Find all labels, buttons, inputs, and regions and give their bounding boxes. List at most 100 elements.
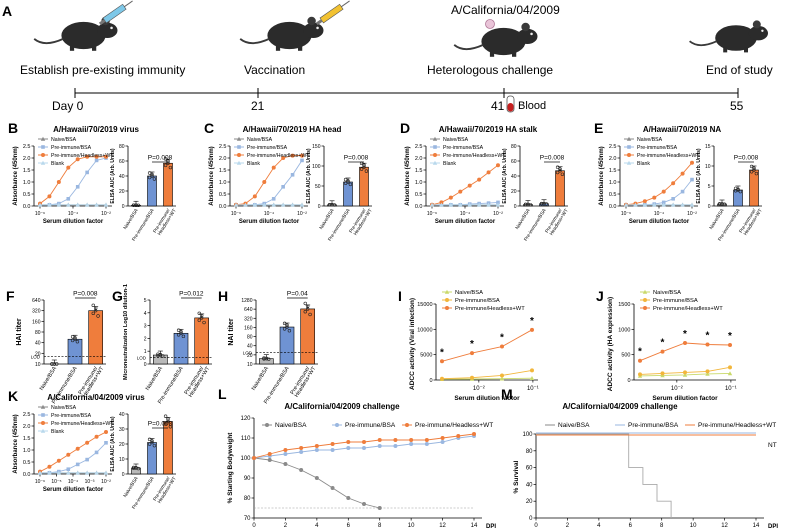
panel-F-ytick-label: 160 bbox=[32, 319, 41, 325]
panel-C-xtick-label: 10⁻⁶ bbox=[231, 211, 241, 217]
panel-B-inset-p-value: P=0.008 bbox=[148, 155, 173, 162]
panel-B-inset-replicate-dot bbox=[152, 177, 157, 181]
panel-J-series-1-point bbox=[638, 372, 642, 377]
panel-B-inset-replicate-dot bbox=[166, 159, 170, 163]
panel-E: E A/Hawaii/70/2019 NA 0.0 0.5 1.0 1.5 2.0 2.5 10… bbox=[594, 120, 764, 242]
mouse-3-icon-tail bbox=[453, 44, 484, 51]
panel-D-series-2-point bbox=[467, 183, 472, 188]
mouse-2-icon-ear bbox=[307, 16, 316, 26]
panel-E-xtick-label: 10⁻⁶ bbox=[621, 211, 631, 217]
panel-F-ytick-label: 10 bbox=[35, 362, 41, 368]
panel-H-replicate-dot bbox=[282, 327, 287, 331]
panel-I-series-0-point bbox=[529, 376, 535, 381]
panel-K-series-1-point bbox=[94, 450, 99, 455]
syringe-vaccination-icon bbox=[315, 0, 350, 26]
panel-L-series-2-point bbox=[393, 438, 398, 442]
timeline-day-0: Day 0 bbox=[52, 99, 84, 113]
mouse-2-icon-leg bbox=[298, 45, 303, 51]
timeline-label-end: End of study bbox=[706, 63, 773, 77]
panel-H-replicate-dot bbox=[267, 357, 271, 361]
panel-M-ylabel: % Survival bbox=[513, 460, 520, 493]
panel-E-ytick-label: 1.5 bbox=[609, 168, 617, 174]
panel-K-inset-replicate-dot bbox=[147, 437, 152, 442]
panel-B-xtick-label: 10⁻² bbox=[101, 211, 111, 217]
panel-C-series-3-point bbox=[262, 202, 267, 207]
panel-E-series-1-point bbox=[690, 177, 694, 182]
panel-G-ytick-label: 1 bbox=[144, 349, 147, 355]
panel-B-series-2-point bbox=[104, 154, 108, 159]
panel-C-legend-marker bbox=[236, 136, 242, 141]
panel-J-series-2-point bbox=[705, 342, 710, 347]
panel-title-K: A/California/04/2009 virus bbox=[47, 393, 145, 402]
panel-D-inset-replicate-dot bbox=[560, 172, 565, 176]
panel-K-inset-replicate-dot bbox=[168, 425, 173, 429]
panel-L-ytick-label: 90 bbox=[244, 476, 251, 482]
panel-K-legend-marker bbox=[40, 404, 46, 409]
mouse-2-icon-leg bbox=[275, 45, 281, 51]
panel-B-legend-marker bbox=[41, 145, 45, 149]
panel-D-series-3-point bbox=[467, 202, 472, 207]
panel-D-inset-ytick-label: 80 bbox=[511, 144, 517, 150]
panel-E-inset-ytick-label: 10 bbox=[705, 164, 711, 170]
panel-B-legend-entry: Pre-immune/BSA bbox=[51, 145, 92, 151]
mouse-2-icon-tail bbox=[239, 38, 270, 45]
mouse-4-icon-tail bbox=[689, 40, 718, 47]
panel-G-ytick-label: 2 bbox=[144, 336, 147, 342]
panel-H-p-value: P=0.04 bbox=[287, 291, 308, 298]
panel-B-series-3-point bbox=[103, 202, 109, 207]
panel-D-inset-p-value: P=0.008 bbox=[540, 155, 565, 162]
panel-G-replicate-dot bbox=[179, 330, 183, 334]
panel-I-ytick-label: 15000 bbox=[417, 302, 432, 308]
panel-K-series-3-point bbox=[66, 470, 71, 475]
panel-C-xlabel: Serum dilution factor bbox=[239, 219, 300, 225]
panel-L-ytick-label: 100 bbox=[240, 456, 251, 462]
panel-letter-G: G bbox=[112, 288, 123, 304]
panel-D-series-2-point bbox=[439, 200, 444, 205]
panel-M-xtick-label: 12 bbox=[721, 523, 728, 529]
panel-D-series-3-point bbox=[476, 202, 482, 207]
panel-D-inset-replicate-dot bbox=[542, 202, 546, 206]
panel-J-ytick-label: 1500 bbox=[618, 302, 630, 308]
panel-H-replicate-dot bbox=[285, 323, 289, 327]
panel-L-series-1-point bbox=[314, 448, 319, 452]
panel-L-xtick-label: 6 bbox=[347, 523, 351, 529]
panel-D-inset-replicate-dot bbox=[555, 170, 560, 175]
panel-E-inset-ylabel: ELISA AUC (Arb. Units) bbox=[696, 148, 702, 204]
panel-K-legend-entry: Blank bbox=[51, 429, 64, 435]
panel-G-replicate-dot bbox=[176, 333, 181, 337]
panel-G-replicate-dot bbox=[199, 316, 204, 320]
panel-D-inset-ytick-label: 40 bbox=[511, 174, 517, 180]
panel-L-ytick-label: 120 bbox=[240, 416, 251, 422]
panel-B-series-3-point bbox=[84, 202, 90, 207]
panel-D-series-3-point bbox=[486, 202, 491, 207]
panel-K-legend-entry: Pre-immune/BSA bbox=[51, 413, 92, 419]
panel-C-series-3-point bbox=[290, 202, 295, 207]
panel-K-inset-replicate-dot bbox=[150, 440, 154, 445]
panel-K-series-2-point bbox=[85, 440, 90, 445]
panel-K-inset-ytick-label: 40 bbox=[119, 412, 125, 418]
panel-C-inset-p-value: P=0.008 bbox=[344, 155, 369, 162]
panel-letter-H: H bbox=[218, 288, 228, 304]
panel-E-series-2-point bbox=[642, 199, 647, 204]
panel-K-ytick-label: 1.5 bbox=[23, 436, 31, 442]
panel-E-inset-ytick-label: 0 bbox=[708, 204, 711, 210]
panel-K-inset-replicate-dot bbox=[150, 439, 154, 443]
panel-K-series-3-point bbox=[94, 470, 99, 475]
panel-B: B A/Hawaii/70/2019 virus 0.0 0.5 1.0 1.5 2.0 2.… bbox=[8, 120, 178, 242]
panel-M-xtick-label: 8 bbox=[660, 523, 664, 529]
panel-C-series-2-point bbox=[281, 156, 286, 160]
panel-D-ytick-label: 1.5 bbox=[415, 168, 423, 174]
panel-M-ytick-label: 20 bbox=[526, 499, 533, 505]
panel-C-series-1-point bbox=[300, 158, 304, 163]
panel-E-series-3-point bbox=[642, 202, 648, 207]
mouse-4-icon-eye bbox=[761, 29, 764, 32]
panel-L-xtick-label: 12 bbox=[439, 523, 446, 529]
panel-K-series-3-point bbox=[37, 470, 43, 475]
panel-D-inset-bar-2 bbox=[555, 170, 565, 207]
panel-D-legend-marker bbox=[433, 153, 437, 157]
panel-I-series-1-line bbox=[441, 369, 533, 380]
panel-J-series-2-point bbox=[660, 349, 665, 354]
panel-L-series-2-point bbox=[409, 438, 414, 442]
panel-F-replicate-dot bbox=[96, 314, 100, 318]
